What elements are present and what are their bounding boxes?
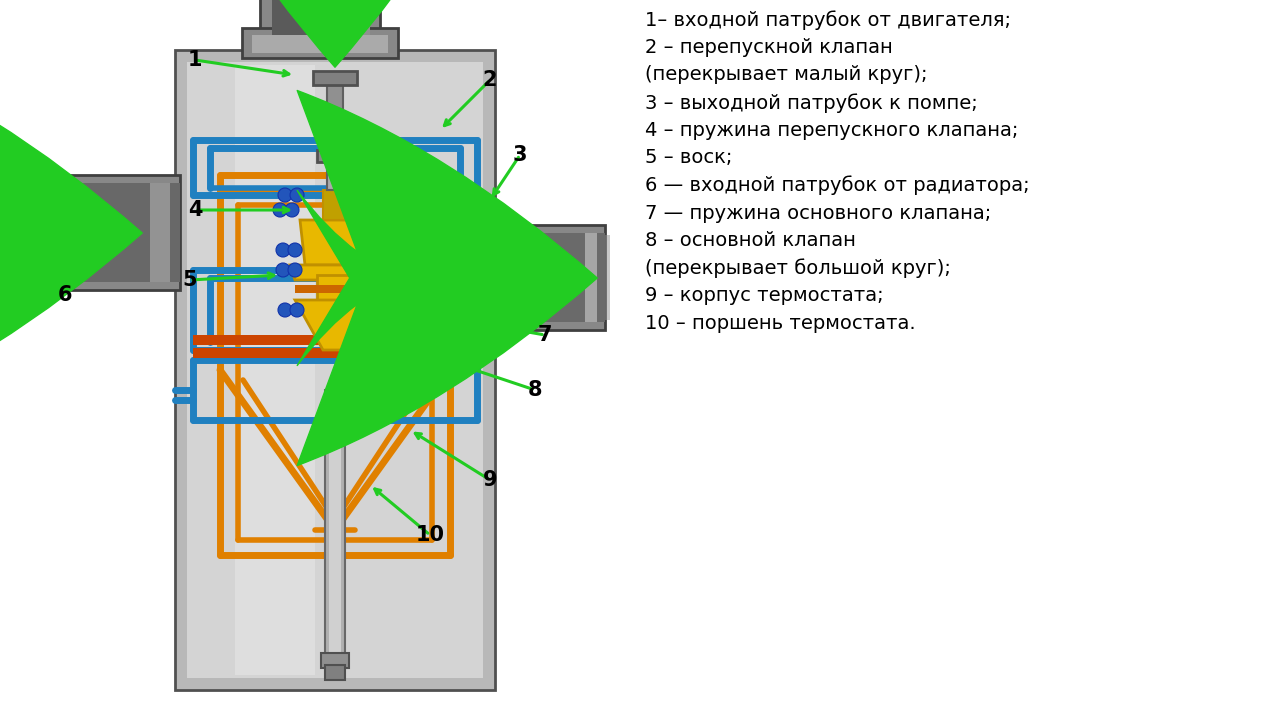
Text: 3: 3 xyxy=(513,145,527,165)
Circle shape xyxy=(291,188,305,202)
Circle shape xyxy=(276,243,291,257)
Bar xyxy=(325,390,346,665)
Text: 5: 5 xyxy=(183,270,197,290)
Circle shape xyxy=(378,188,392,202)
Bar xyxy=(5,183,180,282)
Circle shape xyxy=(383,203,397,217)
Bar xyxy=(317,275,353,300)
Bar xyxy=(321,653,349,668)
Bar xyxy=(242,28,398,58)
Circle shape xyxy=(371,203,385,217)
Circle shape xyxy=(378,303,392,317)
Polygon shape xyxy=(291,265,380,280)
Circle shape xyxy=(273,203,287,217)
Polygon shape xyxy=(294,300,375,350)
Bar xyxy=(175,50,495,690)
Bar xyxy=(187,62,483,678)
Bar xyxy=(193,348,477,358)
Bar xyxy=(0,175,180,290)
Circle shape xyxy=(288,243,302,257)
Circle shape xyxy=(285,203,300,217)
Text: 10: 10 xyxy=(416,525,444,545)
Text: 2: 2 xyxy=(483,70,497,90)
Circle shape xyxy=(380,263,394,277)
Circle shape xyxy=(276,263,291,277)
Circle shape xyxy=(380,243,394,257)
Bar xyxy=(317,150,353,162)
Bar xyxy=(193,335,477,345)
Polygon shape xyxy=(300,220,370,265)
Bar xyxy=(355,0,370,45)
Bar xyxy=(236,65,315,675)
Bar xyxy=(150,183,170,282)
Bar xyxy=(294,285,375,293)
Bar xyxy=(273,0,369,45)
Bar xyxy=(314,71,357,85)
Circle shape xyxy=(288,263,302,277)
Bar xyxy=(252,35,388,53)
Bar xyxy=(495,225,605,330)
Bar xyxy=(326,160,343,190)
Text: 4: 4 xyxy=(188,200,202,220)
Bar xyxy=(500,235,611,320)
Circle shape xyxy=(366,188,380,202)
Bar xyxy=(509,233,605,322)
Text: 6: 6 xyxy=(58,285,72,305)
Bar xyxy=(326,80,343,160)
Circle shape xyxy=(369,243,381,257)
Circle shape xyxy=(366,303,380,317)
Bar xyxy=(585,233,596,322)
Text: 9: 9 xyxy=(483,470,498,490)
Bar xyxy=(8,183,180,282)
Text: 7: 7 xyxy=(538,325,552,345)
Bar xyxy=(260,0,380,50)
Bar xyxy=(323,190,347,220)
Bar xyxy=(329,390,340,665)
Circle shape xyxy=(278,303,292,317)
Bar xyxy=(325,665,346,680)
Text: 1: 1 xyxy=(188,50,202,70)
Circle shape xyxy=(278,188,292,202)
Circle shape xyxy=(291,303,305,317)
Text: 8: 8 xyxy=(527,380,543,400)
Circle shape xyxy=(369,263,381,277)
Text: 1– входной патрубок от двигателя;
2 – перепускной клапан
(перекрывает малый круг: 1– входной патрубок от двигателя; 2 – пе… xyxy=(645,10,1029,333)
